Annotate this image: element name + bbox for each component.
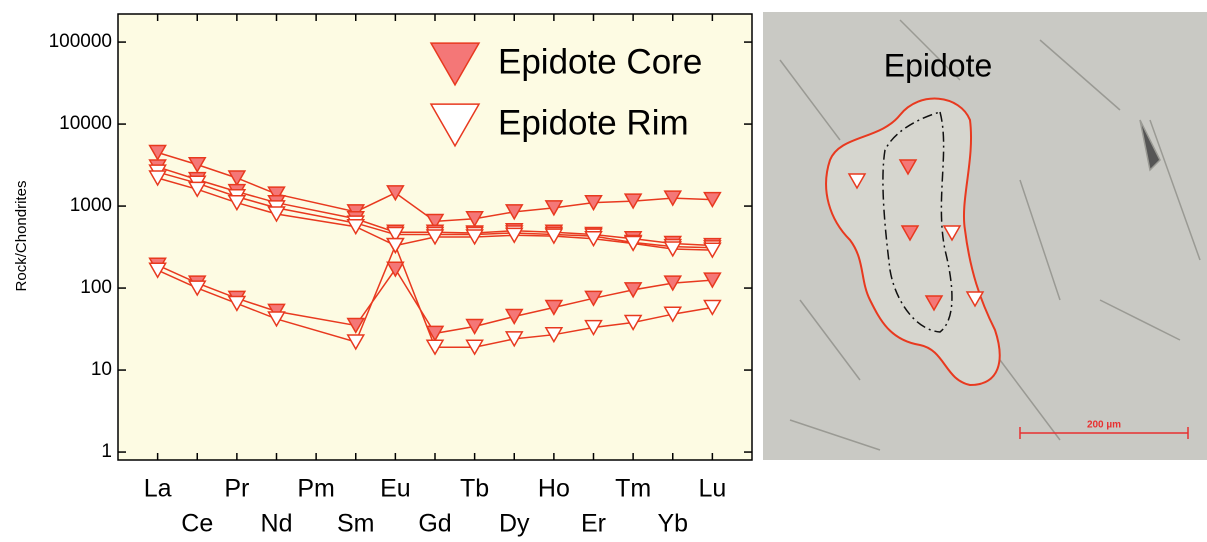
legend-label: Epidote Rim xyxy=(498,103,689,142)
y-tick-label: 1000 xyxy=(70,195,112,216)
x-tick-label: Ce xyxy=(181,510,213,538)
x-tick-label: Ho xyxy=(538,475,570,503)
x-tick-label: La xyxy=(144,475,172,503)
x-tick-label: Eu xyxy=(380,475,411,503)
y-tick-label: 10 xyxy=(91,359,112,380)
x-tick-label: Tb xyxy=(460,475,489,503)
x-tick-label: Pr xyxy=(224,475,249,503)
y-tick-label: 100 xyxy=(80,277,112,298)
y-tick-label: 10000 xyxy=(59,113,112,134)
x-tick-label: Nd xyxy=(261,510,293,538)
x-tick-label: Tm xyxy=(615,475,651,503)
y-tick-label: 1 xyxy=(101,441,112,462)
x-tick-label: Yb xyxy=(657,510,688,538)
x-tick-label: Dy xyxy=(499,510,530,538)
x-tick-label: Pm xyxy=(297,475,335,503)
x-tick-label: Er xyxy=(581,510,606,538)
page: Epidote 200 µm Rock/Chondrites 1 10 100 100… xyxy=(0,0,1207,542)
y-axis-label: Rock/Chondrites xyxy=(13,181,30,292)
image-label: Epidote xyxy=(884,47,993,83)
x-tick-label: Lu xyxy=(698,475,726,503)
x-tick-label: Sm xyxy=(337,510,375,538)
scale-bar-label: 200 µm xyxy=(1087,420,1121,431)
y-tick-label: 100000 xyxy=(49,31,112,52)
legend-label: Epidote Core xyxy=(498,42,702,81)
x-tick-label: Gd xyxy=(418,510,451,538)
